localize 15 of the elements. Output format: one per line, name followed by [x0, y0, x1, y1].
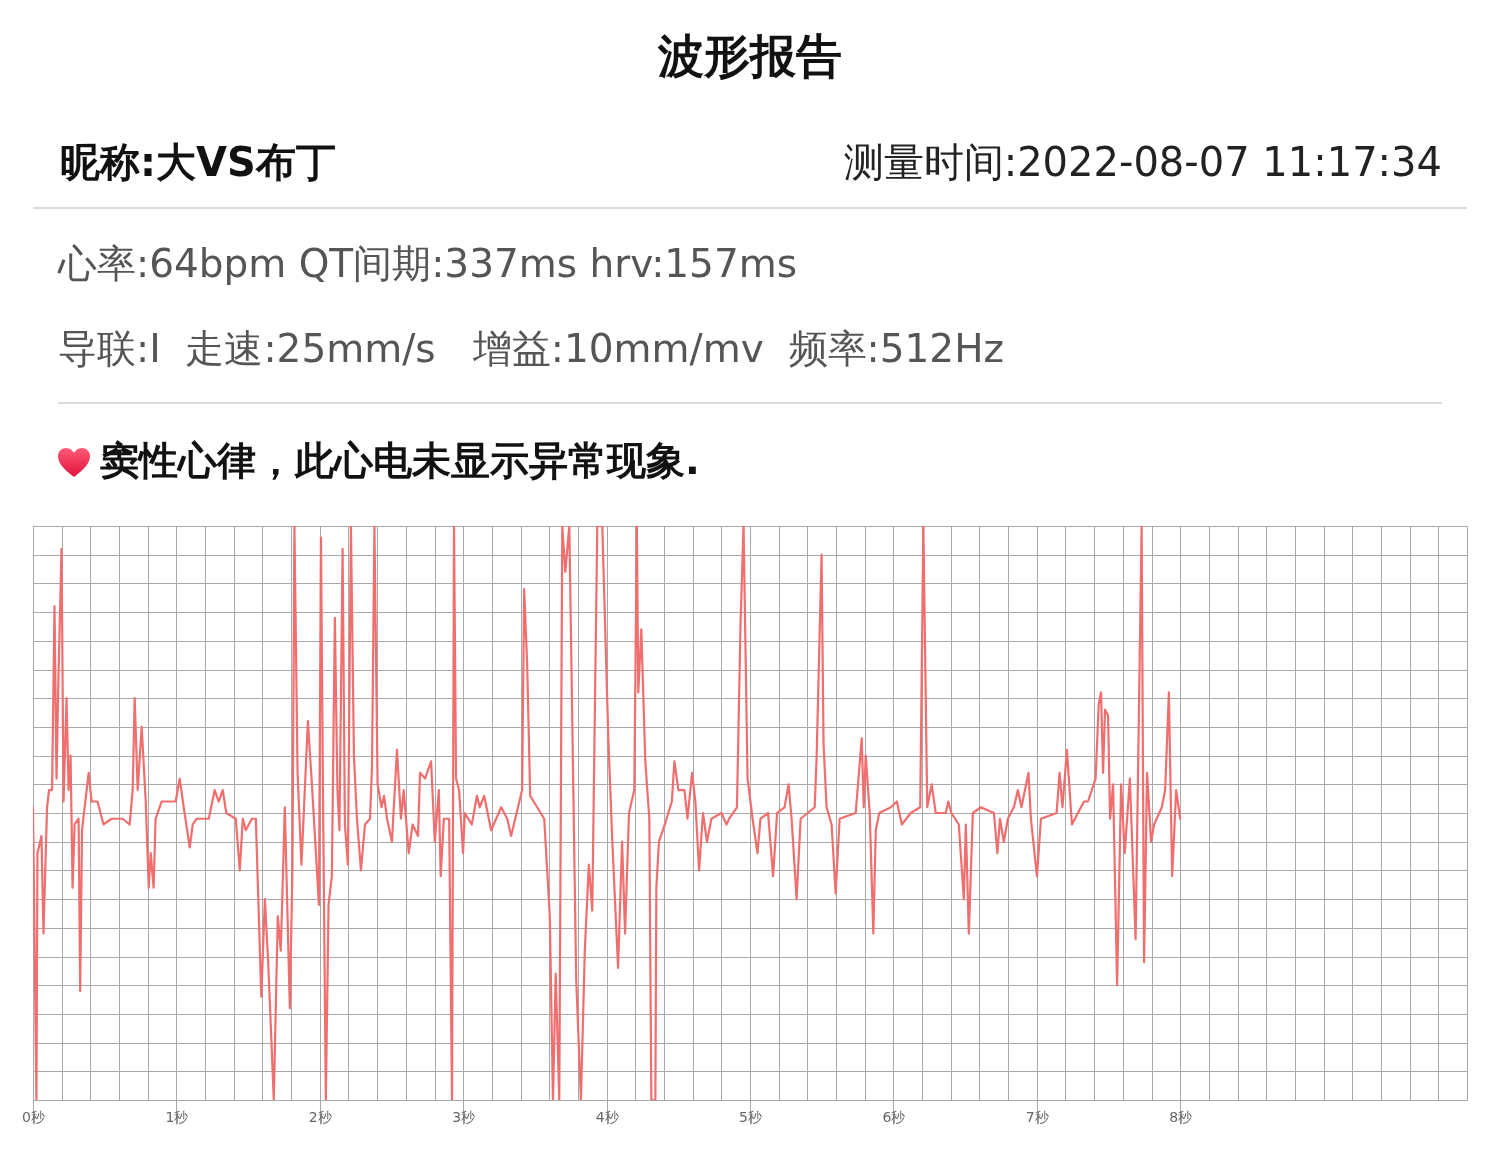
x-tick-label: 5秒 [739, 1108, 762, 1125]
x-tick-label: 6秒 [882, 1108, 906, 1125]
x-tick-label: 2秒 [308, 1108, 332, 1125]
x-tick-label: 1秒 [165, 1108, 189, 1125]
x-tick-label: 7秒 [1025, 1108, 1049, 1125]
text: 导联:I 走速:25mm/s 增益:10mm/mv 频率:512Hz [58, 326, 1004, 373]
text: 窦性心律，此心电未显示异常现象. [100, 438, 700, 485]
x-tick-label: 4秒 [595, 1108, 619, 1125]
x-tick-label: 0秒 [22, 1108, 45, 1125]
x-tick-label: 8秒 [1169, 1108, 1193, 1125]
x-tick-label: 3秒 [452, 1108, 476, 1125]
text: 心率:64bpm QT间期:337ms hrv:157ms [58, 241, 798, 288]
text: 昵称:大VS布丁 [60, 138, 336, 186]
chart-title: 波形报告 [657, 29, 843, 85]
text: 测量时间:2022-08-07 11:17:34 [843, 138, 1442, 186]
